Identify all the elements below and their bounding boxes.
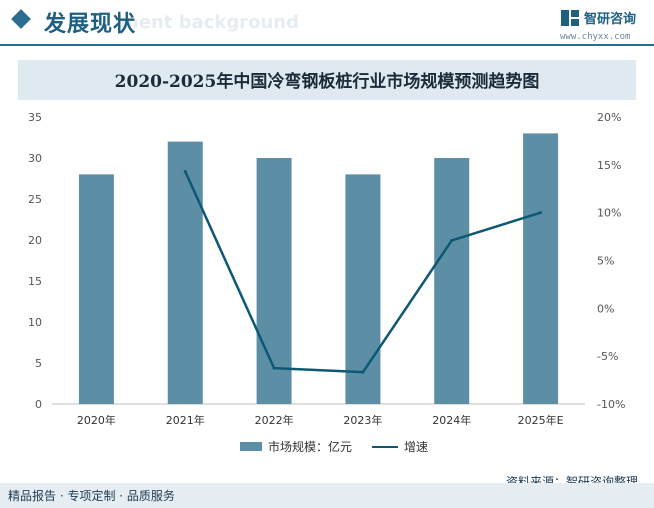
- logo-icon: [561, 10, 579, 26]
- page-header: ment background 发展现状 智研咨询 www.chyxx.com: [0, 0, 654, 46]
- bar: [523, 133, 559, 404]
- y-left-tick-label: 30: [28, 152, 42, 165]
- legend-label-market-size: 市场规模：亿元: [268, 440, 353, 454]
- y-right-tick-label: 15%: [597, 159, 621, 172]
- logo-name: 智研咨询: [584, 12, 637, 27]
- x-tick-label: 2023年: [343, 413, 382, 427]
- bar: [256, 158, 292, 404]
- section-title: 发展现状: [44, 12, 137, 37]
- logo-url: www.chyxx.com: [560, 32, 631, 42]
- growth-point: [539, 211, 543, 215]
- x-tick-label: 2024年: [432, 413, 471, 427]
- bar: [78, 174, 114, 404]
- legend-swatch-line: [372, 446, 398, 448]
- y-right-tick-label: -5%: [597, 350, 618, 363]
- bar: [167, 141, 203, 404]
- y-left-tick-label: 10: [28, 316, 42, 329]
- growth-point: [361, 370, 365, 374]
- y-left-tick-label: 5: [35, 357, 42, 370]
- y-left-tick-label: 25: [28, 193, 42, 206]
- y-left-tick-label: 20: [28, 234, 42, 247]
- chart-legend: 市场规模：亿元 增速: [240, 438, 490, 456]
- chart-title-background: [18, 60, 636, 100]
- x-tick-label: 2022年: [255, 413, 294, 427]
- legend-swatch-bar: [240, 442, 262, 451]
- growth-point: [450, 238, 454, 242]
- y-left-tick-label: 35: [28, 111, 42, 124]
- legend-label-growth: 增速: [404, 440, 429, 454]
- bar: [434, 158, 470, 404]
- y-left-tick-label: 0: [35, 398, 42, 411]
- footer-tagline: 精品报告 · 专项定制 · 品质服务: [8, 489, 175, 503]
- y-right-tick-label: 20%: [597, 111, 621, 124]
- y-right-tick-label: 10%: [597, 207, 621, 220]
- y-left-tick-label: 15: [28, 275, 42, 288]
- x-tick-label: 2025年E: [518, 413, 564, 427]
- bar: [345, 174, 381, 404]
- growth-point: [183, 170, 187, 174]
- chart-title: 2020-2025年中国冷弯钢板桩行业市场规模预测趋势图: [114, 72, 540, 92]
- background-watermark-text: ment background: [120, 12, 299, 33]
- x-tick-label: 2020年: [77, 413, 116, 427]
- growth-point: [272, 366, 276, 370]
- y-right-tick-label: 5%: [597, 255, 614, 268]
- y-right-tick-label: -10%: [597, 398, 625, 411]
- y-right-tick-label: 0%: [597, 302, 614, 315]
- header-divider: [0, 44, 654, 46]
- x-tick-label: 2021年: [166, 413, 205, 427]
- footer-bar: [0, 483, 654, 508]
